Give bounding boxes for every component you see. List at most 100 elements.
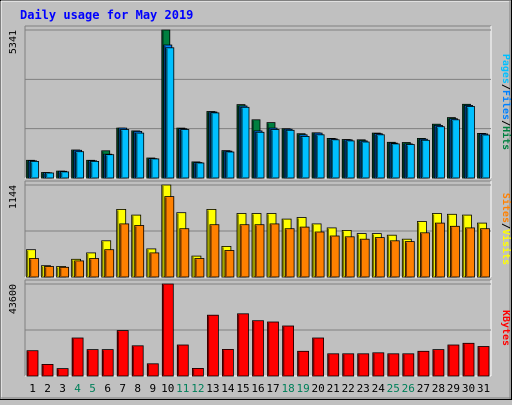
x-tick-label-day-23: 23: [357, 382, 370, 395]
bar-pages-day-5: [90, 160, 99, 179]
bar-kbytes-day-30: [462, 342, 475, 377]
x-tick-label-day-19: 19: [296, 382, 309, 395]
x-tick-label-day-1: 1: [29, 382, 36, 395]
x-tick-label-day-28: 28: [432, 382, 445, 395]
x-tick-label-day-4: 4: [74, 382, 81, 395]
x-tick-label-day-21: 21: [327, 382, 340, 395]
bar-kbytes-day-4: [71, 337, 84, 377]
x-tick-label-day-14: 14: [221, 382, 235, 395]
bar-pages-day-26: [405, 144, 415, 179]
bar-pages-day-29: [450, 119, 460, 179]
x-tick-label-day-24: 24: [372, 382, 386, 395]
bar-sites-day-24: [374, 237, 385, 278]
legend-entry-sites: Sites: [500, 193, 512, 223]
bar-pages-day-25: [390, 143, 400, 179]
bar-pages-day-31: [481, 134, 490, 179]
x-tick-label-day-20: 20: [311, 382, 324, 395]
bar-pages-day-3: [60, 171, 69, 179]
y-max-label: 5341: [8, 30, 19, 54]
legend-hits-files-pages: Pages/Files/Hits: [500, 54, 512, 150]
bar-pages-day-30: [466, 106, 475, 179]
bar-kbytes-day-22: [342, 353, 355, 377]
legend-entry-visits: Visits: [500, 229, 512, 265]
legend-entry-files: Files: [500, 90, 512, 120]
bar-sites-day-25: [389, 240, 400, 278]
legend-separator: /: [500, 223, 511, 229]
bar-sites-day-1: [29, 258, 39, 278]
bar-pages-day-4: [75, 151, 84, 179]
bar-kbytes-day-13: [206, 314, 219, 377]
bar-kbytes-day-23: [357, 353, 370, 377]
bar-pages-day-11: [180, 129, 190, 179]
x-tick-label-day-6: 6: [104, 382, 111, 395]
bar-sites-day-16: [254, 224, 265, 278]
bar-sites-day-28: [434, 222, 445, 278]
bar-kbytes-day-28: [432, 349, 445, 377]
bar-sites-day-3: [59, 266, 69, 278]
legend-entry-hits: Hits: [500, 126, 512, 150]
bar-kbytes-day-6: [101, 349, 114, 377]
bar-kbytes-day-24: [372, 352, 385, 377]
bar-sites-day-21: [329, 235, 340, 278]
bar-sites-day-19: [299, 226, 310, 278]
bar-pages-day-23: [360, 141, 370, 179]
x-tick-label-day-9: 9: [149, 382, 156, 395]
bar-sites-day-20: [314, 231, 325, 278]
x-tick-label-day-5: 5: [89, 382, 96, 395]
bar-pages-day-10: [165, 47, 175, 179]
bar-kbytes-day-14: [221, 348, 234, 377]
bar-kbytes-day-11: [176, 344, 189, 377]
bar-kbytes-day-16: [252, 320, 264, 377]
bar-kbytes-day-12: [191, 367, 204, 377]
x-tick-label-day-10: 10: [161, 382, 174, 395]
bar-pages-day-9: [150, 158, 160, 179]
bar-sites-day-26: [404, 241, 415, 278]
bar-kbytes-day-18: [282, 325, 295, 377]
x-tick-label-day-16: 16: [251, 382, 264, 395]
bar-sites-day-12: [194, 258, 205, 278]
bar-pages-day-2: [45, 172, 54, 179]
bar-pages-day-28: [435, 126, 445, 179]
x-tick-label-day-17: 17: [266, 382, 279, 395]
bar-kbytes-day-8: [131, 345, 144, 377]
bar-pages-day-16: [255, 131, 265, 179]
bar-pages-day-22: [345, 140, 355, 179]
bar-sites-day-9: [149, 252, 160, 278]
bar-pages-day-21: [330, 139, 340, 179]
x-tick-label-day-7: 7: [119, 382, 126, 395]
bar-sites-day-5: [89, 258, 99, 278]
bar-pages-day-7: [120, 129, 130, 179]
bar-sites-day-31: [480, 228, 490, 278]
x-tick-label-day-2: 2: [44, 382, 51, 395]
bar-pages-day-6: [105, 154, 115, 179]
bar-pages-day-27: [420, 139, 430, 179]
bars-hits-files-pages: [26, 29, 490, 179]
x-tick-label-day-12: 12: [191, 382, 204, 395]
bar-sites-day-18: [284, 228, 295, 278]
bar-kbytes-day-26: [402, 353, 415, 377]
bar-kbytes-day-21: [327, 353, 340, 377]
x-tick-label-day-26: 26: [402, 382, 415, 395]
legend-separator: /: [500, 84, 511, 90]
panel-visits-sites: 1144 Sites/Visits: [8, 180, 512, 278]
bar-kbytes-day-3: [56, 368, 69, 377]
legend-entry-kbytes: KBytes: [500, 310, 511, 346]
bar-pages-day-24: [375, 134, 385, 179]
x-tick-label-day-11: 11: [176, 382, 189, 395]
bar-kbytes-day-25: [387, 353, 400, 377]
x-axis-labels: 1 2 3 4 5 6 7 8 9 10 11 12 13 14 15 16 17 18 19 20 21 22 23 24 2…: [29, 382, 490, 395]
bar-kbytes-day-27: [417, 350, 430, 377]
bar-sites-day-11: [179, 228, 190, 278]
bar-sites-day-10: [164, 196, 175, 278]
bar-sites-day-27: [419, 232, 430, 278]
bar-pages-day-19: [300, 135, 310, 179]
y-max-label: 43600: [8, 284, 19, 314]
x-tick-label-day-29: 29: [447, 382, 460, 395]
legend-kbytes: KBytes: [500, 310, 511, 346]
bar-kbytes-day-17: [267, 321, 279, 377]
x-tick-label-day-15: 15: [236, 382, 249, 395]
x-tick-label-day-13: 13: [206, 382, 219, 395]
